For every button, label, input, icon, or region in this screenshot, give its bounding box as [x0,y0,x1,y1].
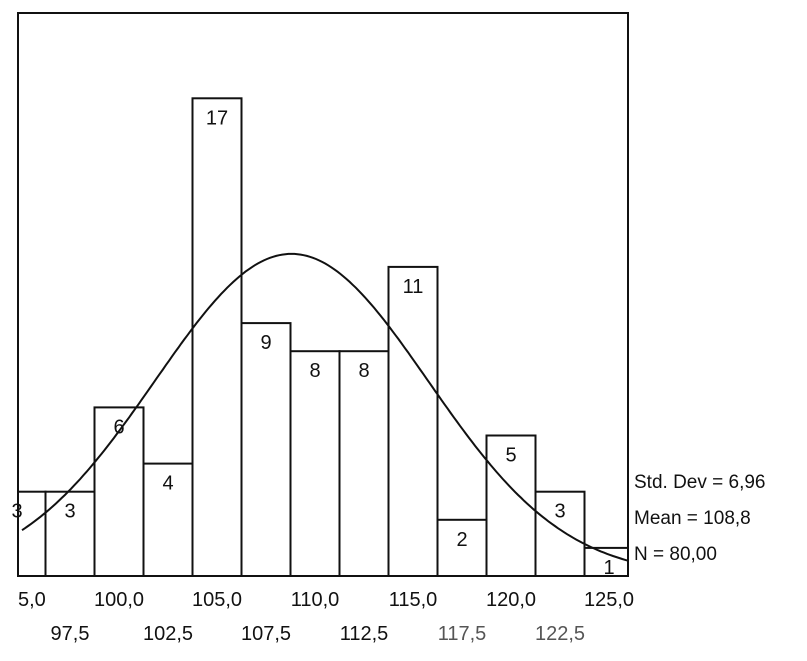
stat-n: N = 80,00 [634,544,717,565]
histogram-bar [485,434,537,577]
histogram-bar [17,490,47,578]
stat-std-dev: Std. Dev = 6,96 [634,472,766,493]
bar-value-label: 4 [162,473,173,495]
x-tick-label: 125,0 [584,589,634,611]
x-tick-label: 5,0 [18,589,46,611]
histogram-bar [387,265,439,577]
x-tick-label: 97,5 [51,623,90,645]
x-tick-label: 122,5 [535,623,585,645]
histogram-bar [191,97,243,578]
bar-value-label: 17 [206,107,228,129]
bar-value-label: 6 [113,416,124,438]
bar-value-label: 3 [554,501,565,523]
bar-value-label: 8 [358,360,369,382]
bar-value-label: 9 [260,332,271,354]
x-tick-label: 112,5 [340,623,389,645]
bars-group: 3 3 6 4 17 9 8 8 11 2 5 3 1 [11,97,629,579]
stat-mean: Mean = 108,8 [634,508,751,529]
x-axis-ticks: 5,0 100,0 105,0 110,0 115,0 120,0 125,0 97,5 102… [18,589,634,645]
histogram-bar [240,322,292,577]
x-tick-label: 117,5 [438,623,487,645]
histogram-bar [534,490,586,578]
x-tick-label: 110,0 [291,589,340,611]
bar-value-label: 8 [309,360,320,382]
x-tick-label: 120,0 [486,589,536,611]
stats-box: Std. Dev = 6,96 Mean = 108,8 N = 80,00 [634,472,766,565]
bar-value-label: 3 [11,501,22,523]
bar-value-label: 11 [403,276,424,298]
bar-value-label: 5 [505,445,516,467]
bar-value-label: 3 [64,501,75,523]
bar-value-label: 2 [456,529,467,551]
histogram-bar [289,350,341,578]
histogram-bar [338,350,390,578]
x-tick-label: 115,0 [389,589,438,611]
normal-curve [21,252,629,563]
histogram-bar [436,518,488,577]
x-tick-label: 100,0 [94,589,144,611]
x-tick-label: 105,0 [192,589,242,611]
x-tick-label: 107,5 [241,623,291,645]
x-tick-label: 102,5 [143,623,193,645]
bar-value-label: 1 [603,557,614,579]
